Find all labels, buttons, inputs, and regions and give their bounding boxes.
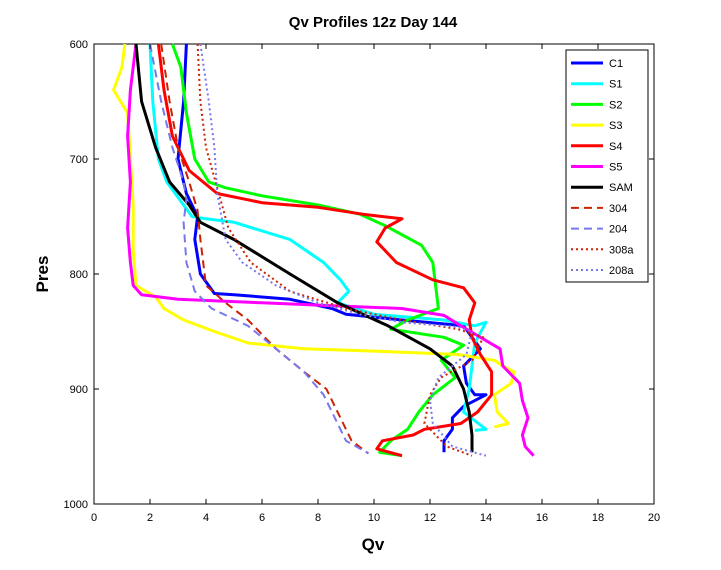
x-tick-label: 20 — [648, 512, 660, 524]
legend: C1 S1 S2 S3 S4 S5 SAM 304 204 308a 208a — [565, 49, 649, 283]
series-line-S2 — [170, 43, 466, 458]
series-line-S4 — [156, 43, 494, 458]
x-tick-label: 10 — [368, 512, 380, 524]
y-axis-label: Pres — [33, 256, 52, 293]
series-line-204 — [149, 43, 369, 455]
legend-label-308a: 308a — [609, 244, 634, 256]
series-line-SAM — [134, 43, 474, 453]
series-line-S1 — [148, 43, 488, 432]
legend-label-S3: S3 — [609, 120, 622, 132]
y-tick-label: 600 — [70, 39, 88, 51]
x-tick-label: 8 — [315, 512, 321, 524]
y-axis-ticks: 600 700 800 900 1000 — [64, 39, 654, 511]
series-line-S5 — [126, 43, 535, 457]
legend-label-208a: 208a — [609, 265, 634, 277]
series-layer — [112, 43, 535, 458]
legend-label-C1: C1 — [609, 58, 623, 70]
legend-label-S1: S1 — [609, 79, 622, 91]
x-tick-label: 18 — [592, 512, 604, 524]
x-tick-label: 14 — [480, 512, 492, 524]
legend-label-SAM: SAM — [609, 182, 633, 194]
x-axis-label: Qv — [362, 535, 385, 554]
legend-label-S4: S4 — [609, 141, 622, 153]
chart-title: Qv Profiles 12z Day 144 — [289, 14, 458, 31]
series-line-308a — [196, 43, 485, 457]
x-axis-ticks: 0 2 4 6 8 10 12 14 16 18 20 — [91, 44, 660, 524]
x-tick-label: 4 — [203, 512, 209, 524]
legend-label-S5: S5 — [609, 162, 622, 174]
x-tick-label: 16 — [536, 512, 548, 524]
x-tick-label: 6 — [259, 512, 265, 524]
y-tick-label: 800 — [70, 269, 88, 281]
x-tick-label: 0 — [91, 512, 97, 524]
legend-label-304: 304 — [609, 203, 627, 215]
x-tick-label: 2 — [147, 512, 153, 524]
y-tick-label: 1000 — [64, 499, 88, 511]
legend-label-S2: S2 — [609, 99, 622, 111]
y-tick-label: 900 — [70, 384, 88, 396]
y-tick-label: 700 — [70, 154, 88, 166]
x-tick-label: 12 — [424, 512, 436, 524]
legend-label-204: 204 — [609, 224, 627, 236]
series-line-208a — [199, 43, 487, 457]
